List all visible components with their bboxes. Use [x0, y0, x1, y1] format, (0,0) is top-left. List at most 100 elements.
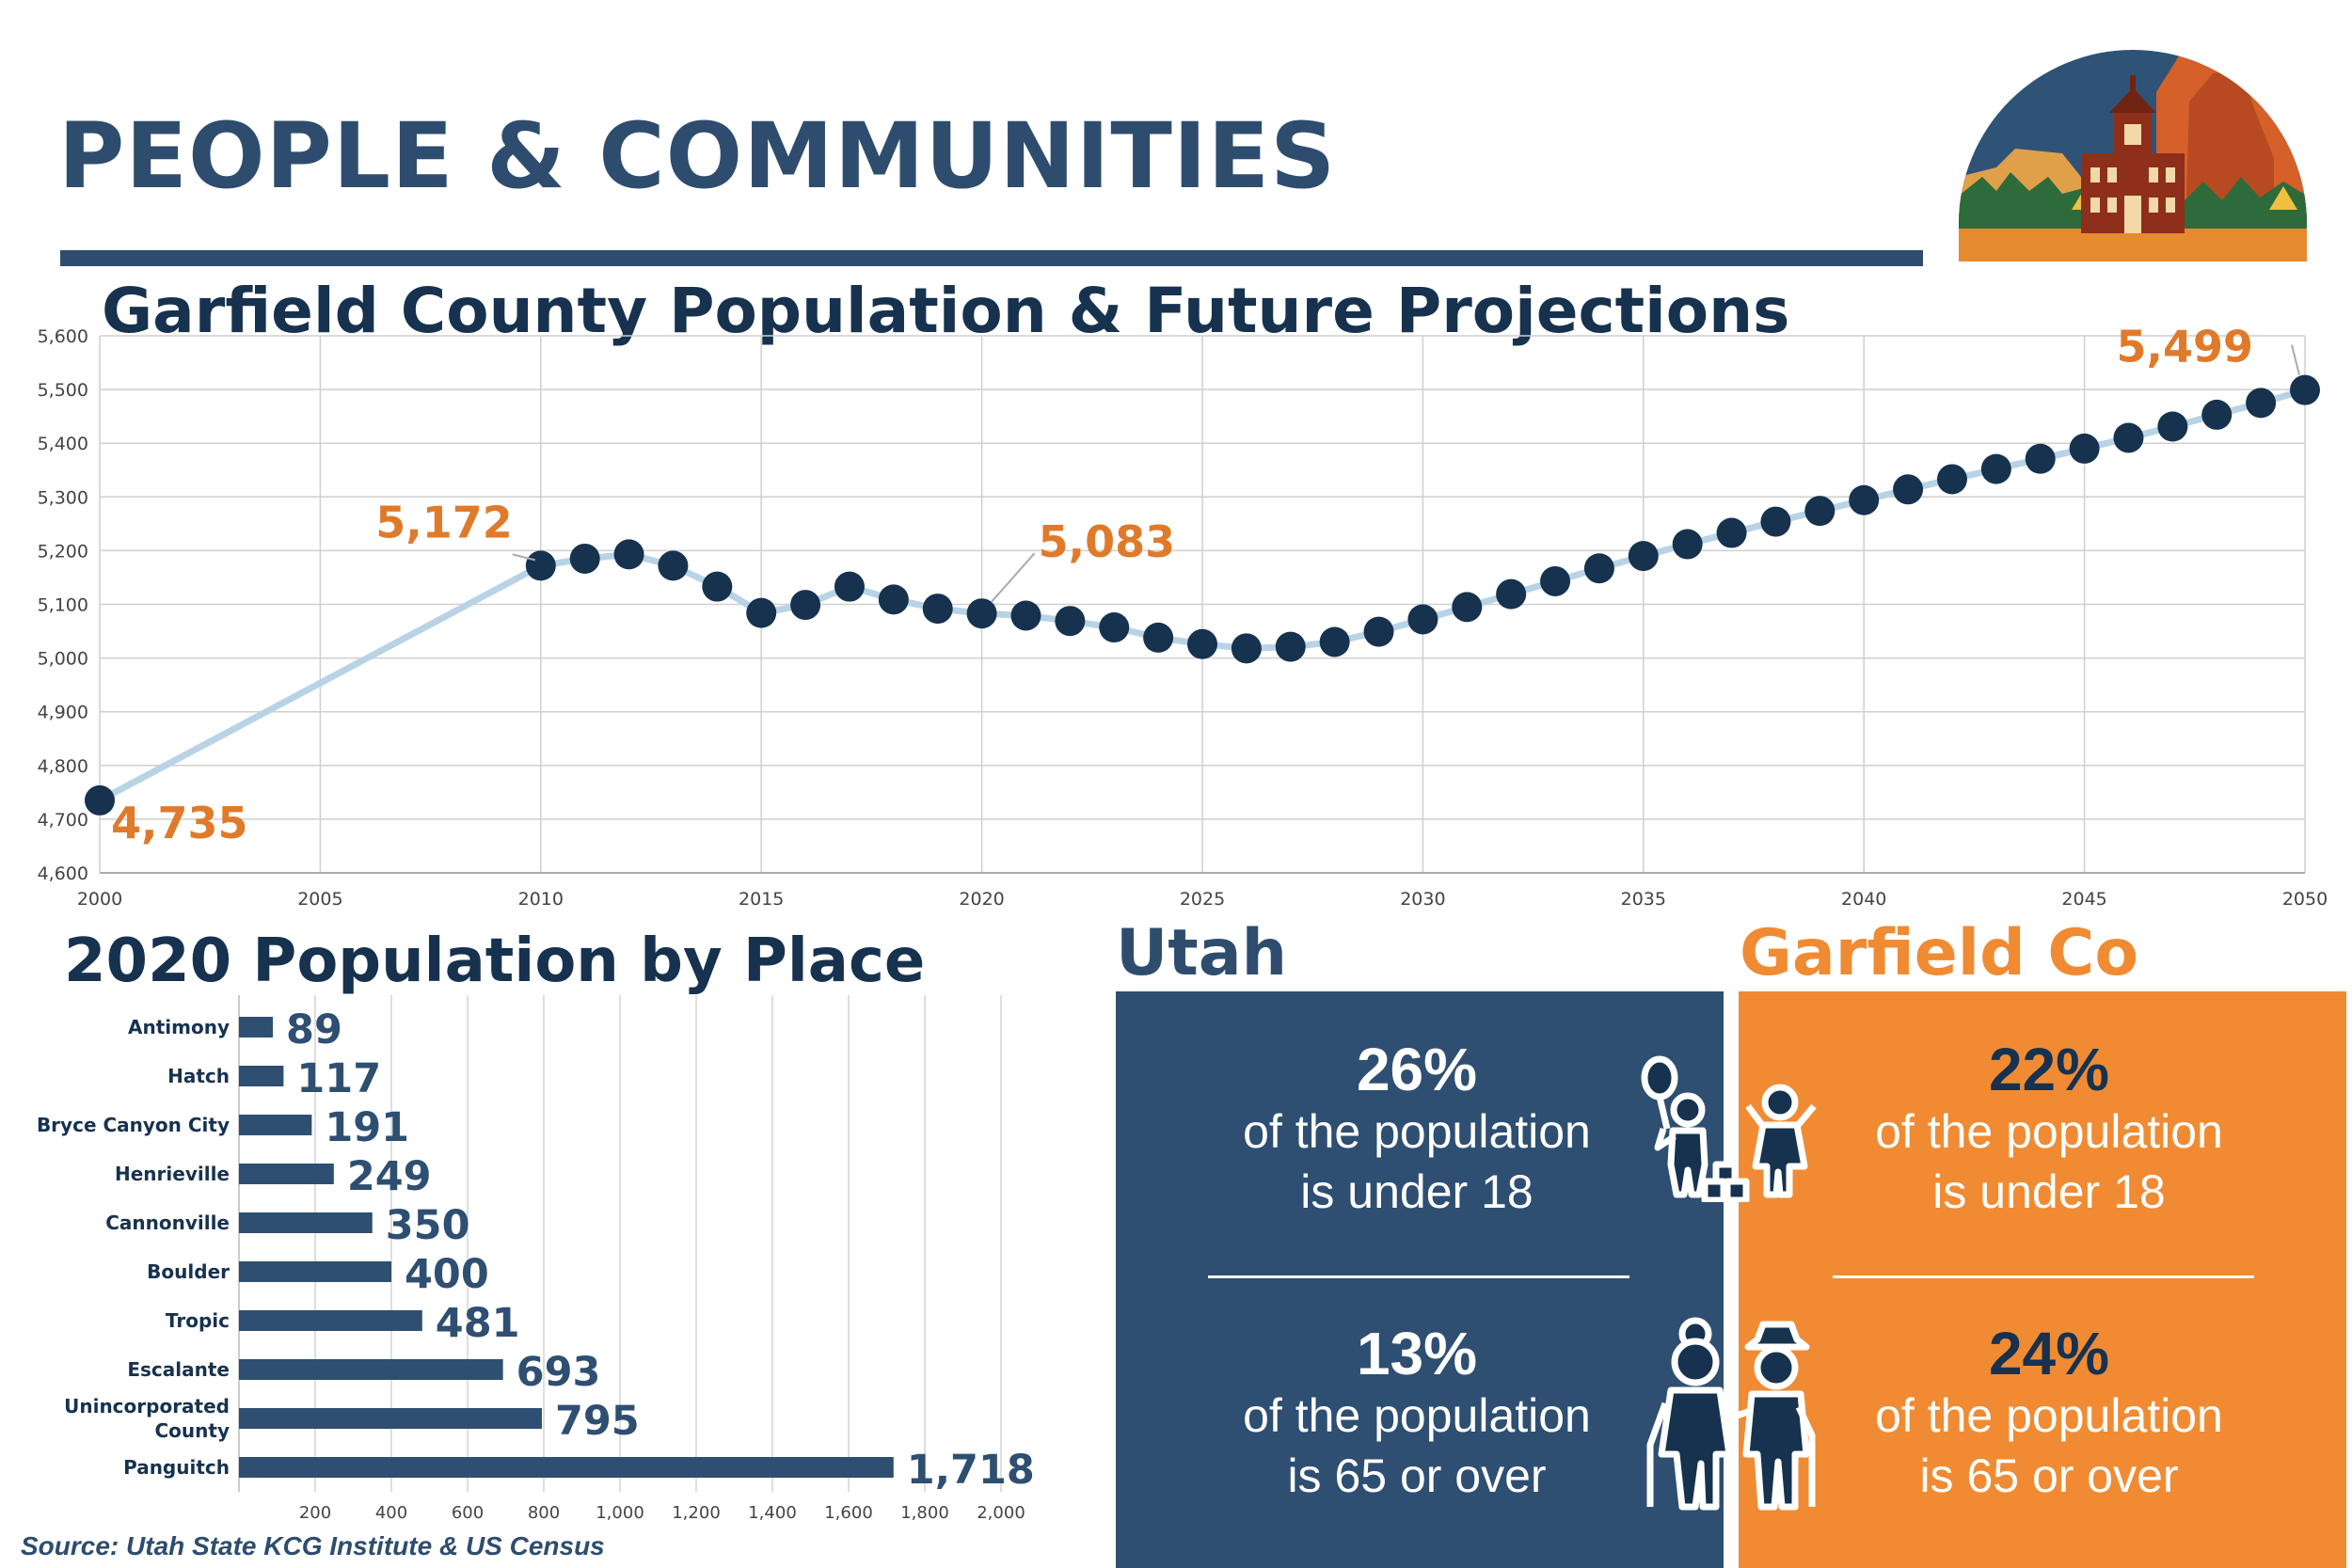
bar [239, 1261, 391, 1282]
annotation-label: 5,083 [1039, 516, 1176, 567]
x-tick-label: 1,400 [748, 1503, 797, 1523]
data-point [1760, 506, 1791, 537]
annotation-leader [990, 552, 1036, 603]
elderly-couple-icon [1646, 1317, 1816, 1511]
data-point [1540, 565, 1571, 596]
category-label: Escalante [127, 1358, 230, 1381]
data-point [2113, 422, 2144, 453]
x-tick-label: 2,000 [977, 1503, 1025, 1523]
utah-panel: 26% of the population is under 18 13% of… [1116, 991, 1724, 1568]
y-tick-label: 4,900 [38, 703, 88, 723]
garfield-heading: Garfield Co [1740, 916, 2139, 990]
x-tick-label: 1,000 [596, 1503, 644, 1523]
annotation-leader [512, 553, 536, 562]
bar [239, 1359, 503, 1380]
data-point [1893, 474, 1924, 505]
x-tick-label: 2000 [77, 889, 122, 910]
data-point [834, 571, 865, 602]
garfield-over-65-line1: of the population [1875, 1389, 2223, 1443]
y-tick-label: 4,700 [38, 810, 88, 831]
x-tick-label: 400 [375, 1503, 407, 1523]
children-playing-icon [1641, 1055, 1817, 1202]
x-tick-label: 2020 [959, 889, 1004, 910]
bar-value-label: 400 [405, 1251, 489, 1298]
data-point [1583, 553, 1614, 584]
data-point [1143, 622, 1174, 653]
data-point [1849, 484, 1880, 515]
category-label: Panguitch [123, 1456, 230, 1479]
garfield-panel: 22% of the population is under 18 24% of… [1739, 991, 2346, 1568]
data-point [658, 550, 689, 581]
bar [239, 1408, 542, 1429]
garfield-over-65-line2: is 65 or over [1919, 1449, 2179, 1503]
data-point [966, 598, 997, 629]
data-point [1010, 600, 1041, 631]
category-label: Unincorporated [64, 1395, 230, 1418]
data-point [1319, 626, 1350, 657]
data-point [790, 590, 821, 621]
bar [239, 1212, 373, 1233]
category-label: Henrieville [115, 1163, 230, 1185]
category-label: Boulder [147, 1260, 230, 1283]
data-point [1099, 612, 1130, 643]
y-tick-label: 4,800 [38, 756, 88, 777]
data-point [1804, 496, 1836, 527]
utah-under-18-stat: 26% of the population is under 18 [1172, 1037, 1661, 1222]
y-tick-label: 5,300 [38, 487, 88, 508]
garfield-under-18-line2: is under 18 [1932, 1165, 2166, 1219]
x-tick-label: 1,200 [672, 1503, 721, 1523]
x-tick-label: 2025 [1180, 889, 1225, 910]
data-point [702, 571, 733, 602]
bar [239, 1115, 312, 1135]
courthouse-cliffs-logo [1959, 50, 2307, 261]
utah-over-65-line2: is 65 or over [1287, 1449, 1547, 1503]
data-point [2025, 443, 2056, 474]
utah-under-18-line2: is under 18 [1300, 1165, 1534, 1219]
data-point [85, 784, 115, 816]
garfield-divider [1833, 1275, 2254, 1278]
utah-heading: Utah [1116, 916, 1288, 990]
annotation-leader [2291, 344, 2300, 375]
data-point [1187, 628, 1217, 659]
bar-value-label: 89 [286, 1006, 342, 1053]
utah-over-65-pct: 13% [1356, 1320, 1478, 1387]
bar-value-label: 1,718 [907, 1447, 1035, 1494]
data-point [1363, 616, 1394, 647]
garfield-over-65-pct: 24% [1988, 1320, 2110, 1387]
y-tick-label: 5,400 [38, 434, 88, 454]
x-tick-label: 1,600 [824, 1503, 873, 1523]
bar [239, 1310, 422, 1331]
x-tick-label: 800 [528, 1503, 560, 1523]
data-point [878, 584, 909, 615]
x-tick-label: 2050 [2282, 889, 2328, 910]
bar-value-label: 117 [296, 1055, 381, 1102]
data-point [569, 543, 600, 574]
garfield-under-18-pct: 22% [1988, 1036, 2110, 1103]
population-chart-title: Garfield County Population & Future Proj… [102, 275, 1790, 347]
data-point [2201, 399, 2233, 430]
x-tick-label: 2005 [297, 889, 342, 910]
garfield-over-65-stat: 24% of the population is 65 or over [1804, 1320, 2294, 1506]
data-point [2290, 374, 2320, 405]
annotation-label: 5,172 [375, 497, 513, 547]
category-label: Cannonville [105, 1212, 230, 1234]
category-label: County [155, 1419, 230, 1442]
x-tick-label: 2045 [2061, 889, 2106, 910]
data-point [2246, 388, 2277, 419]
bar-value-label: 191 [325, 1104, 409, 1151]
data-point [613, 539, 644, 570]
utah-over-65-stat: 13% of the population is 65 or over [1172, 1320, 1661, 1506]
data-point [1496, 578, 1527, 610]
data-point [2069, 433, 2100, 464]
source-note: Source: Utah State KCG Institute & US Ce… [21, 1531, 605, 1560]
y-tick-label: 4,600 [38, 863, 88, 884]
garfield-under-18-stat: 22% of the population is under 18 [1804, 1036, 2294, 1222]
x-tick-label: 2040 [1841, 889, 1886, 910]
data-point [1055, 606, 1086, 637]
x-tick-label: 600 [452, 1503, 484, 1523]
bar [239, 1017, 274, 1037]
x-tick-label: 200 [299, 1503, 331, 1523]
data-point [2157, 411, 2188, 442]
data-point [746, 597, 777, 628]
population-by-place-bar-chart: 200 400 600 800 1,000 1,200 1,400 1,600 1,800 2,0… [37, 995, 1035, 1523]
